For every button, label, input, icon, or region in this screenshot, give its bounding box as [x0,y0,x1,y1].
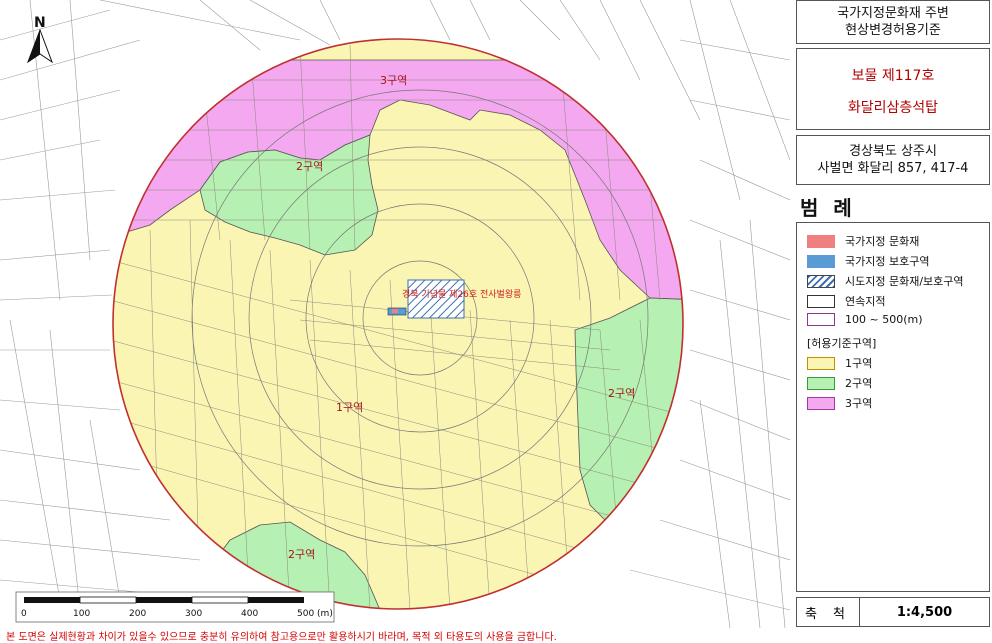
zone-2-area-upper [199,134,379,256]
national-heritage-marker [392,309,398,313]
cadastral-map[interactable]: 경북 기념물 제26호 전사벌왕릉 1구역 2구역 2구역 2구역 3구역 N … [0,0,790,628]
legend-label-zone-1: 1구역 [845,357,873,370]
distance-rings [191,89,649,547]
legend-title: 범 례 [800,196,856,220]
scale-value: 1:4,500 [896,604,953,620]
title-box: 국가지정문화재 주변 현상변경허용기준 [796,0,990,44]
heritage-designation: 보물 제117호 [851,68,935,84]
scale-box: 축 척 1:4,500 [796,597,990,627]
legend-swatch-national-protection [807,254,835,268]
legend-zone-heading: [허용기준구역] [807,337,877,350]
scale-tick-100: 100 [73,609,90,619]
north-arrow-icon: N [26,15,54,64]
disclaimer-note: 본 도면은 실제현황과 차이가 있을수 있으므로 충분히 유의하여 참고용으로만… [6,632,557,643]
title-line-2: 현상변경허용기준 [845,23,941,38]
title-line-1: 국가지정문화재 주변 [837,6,949,21]
legend-item-provincial-heritage: 시도지정 문화재/보호구역 [807,273,964,289]
scale-tick-0: 0 [21,609,27,619]
legend-box: 국가지정 문화재 국가지정 보호구역 시도지정 문화재/보호구역 연속지적 10… [796,222,990,592]
legend-label-national-heritage: 국가지정 문화재 [845,235,920,248]
legend-item-cadastral: 연속지적 [807,293,885,309]
legend-label-zone-3: 3구역 [845,397,873,410]
heritage-name: 화달리삼층석탑 [847,100,939,116]
legend-item-national-heritage: 국가지정 문화재 [807,233,919,249]
legend-swatch-provincial-heritage [807,274,835,288]
legend-swatch-zone-2 [807,376,835,390]
boundary-500m [112,38,684,610]
address-line-1: 경상북도 상주시 [849,144,937,159]
legend-item-zone-3: 3구역 [807,395,872,411]
legend-label-distance: 100 ~ 500(m) [845,313,923,326]
legend-swatch-zone-3 [807,396,835,410]
scale-tick-500: 500 (m) [297,609,333,619]
scale-tick-200: 200 [129,609,146,619]
legend-item-distance: 100 ~ 500(m) [807,313,923,326]
legend-swatch-cadastral [807,294,835,308]
north-label: N [34,15,46,31]
legend-item-zone-1: 1구역 [807,355,872,371]
scale-bar: 0 100 200 300 400 500 (m) [15,591,335,623]
legend-label-cadastral: 연속지적 [845,295,886,308]
scale-tick-300: 300 [185,609,202,619]
legend-swatch-national-heritage [807,234,835,248]
address-box: 경상북도 상주시 사벌면 화달리 857, 417-4 [796,135,990,185]
zone-label-3: 3구역 [380,74,407,87]
provincial-heritage-area [407,279,465,319]
legend-swatch-zone-1 [807,356,835,370]
heritage-box: 보물 제117호 화달리삼층석탑 [796,48,990,130]
zone-label-2-upper: 2구역 [296,160,323,173]
scale-label: 축 척 [797,598,860,626]
center-label: 경북 기념물 제26호 전사벌왕릉 [402,288,521,300]
zone-label-2-bottom: 2구역 [288,548,315,561]
parcel-lines-outer [0,0,790,628]
legend-label-national-protection: 국가지정 보호구역 [845,255,930,268]
legend-label-provincial-heritage: 시도지정 문화재/보호구역 [845,275,964,288]
legend-swatch-distance [807,313,835,326]
zone-label-2-right: 2구역 [608,387,635,400]
scale-tick-400: 400 [241,609,258,619]
legend-label-zone-2: 2구역 [845,377,873,390]
zone-label-1: 1구역 [336,401,363,414]
address-line-2: 사벌면 화달리 857, 417-4 [817,161,969,176]
legend-item-zone-2: 2구역 [807,375,872,391]
legend-item-national-protection: 국가지정 보호구역 [807,253,929,269]
